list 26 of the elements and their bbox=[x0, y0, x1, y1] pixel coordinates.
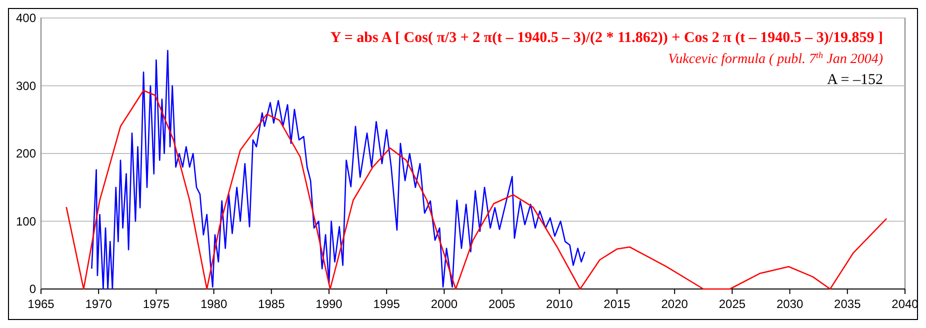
y-tick-label: 100 bbox=[16, 214, 36, 228]
x-tick-label: 1985 bbox=[258, 297, 286, 311]
line-series bbox=[91, 50, 586, 290]
x-tick-label: 2020 bbox=[661, 297, 688, 311]
annotation: A = –152 bbox=[827, 72, 883, 88]
x-tick-label: 1980 bbox=[200, 297, 228, 311]
x-tick-label: 1990 bbox=[316, 297, 343, 311]
x-tick-label: 2000 bbox=[430, 297, 458, 311]
x-tick-label: 2040 bbox=[892, 297, 919, 311]
y-tick-label: 0 bbox=[29, 282, 36, 296]
x-tick-label: 1965 bbox=[28, 297, 55, 311]
annotation: Y = abs A [ Cos( π/3 + 2 π(t – 1940.5 – 3)/(2 * 11.862)) + Cos 2 π (t – 1940.5 – 3)/19.859 ] bbox=[330, 30, 883, 46]
x-tick-label: 1970 bbox=[85, 297, 112, 311]
x-tick-label: 2015 bbox=[604, 297, 631, 311]
x-tick-label: 2025 bbox=[718, 297, 746, 311]
x-tick-label: 1995 bbox=[373, 297, 400, 311]
x-tick-label: 1975 bbox=[142, 297, 170, 311]
y-tick-label: 400 bbox=[16, 11, 36, 25]
line-series bbox=[66, 90, 888, 290]
x-tick-label: 2035 bbox=[834, 297, 862, 311]
y-tick-label: 300 bbox=[16, 78, 36, 93]
x-tick-label: 2030 bbox=[776, 297, 804, 311]
x-tick-label: 2005 bbox=[488, 297, 516, 311]
annotation: Vukcevic formula ( publ. 7$^{th}$ Jan 2004) bbox=[668, 50, 884, 67]
x-tick-label: 2010 bbox=[546, 297, 574, 311]
y-tick-label: 200 bbox=[16, 146, 36, 160]
